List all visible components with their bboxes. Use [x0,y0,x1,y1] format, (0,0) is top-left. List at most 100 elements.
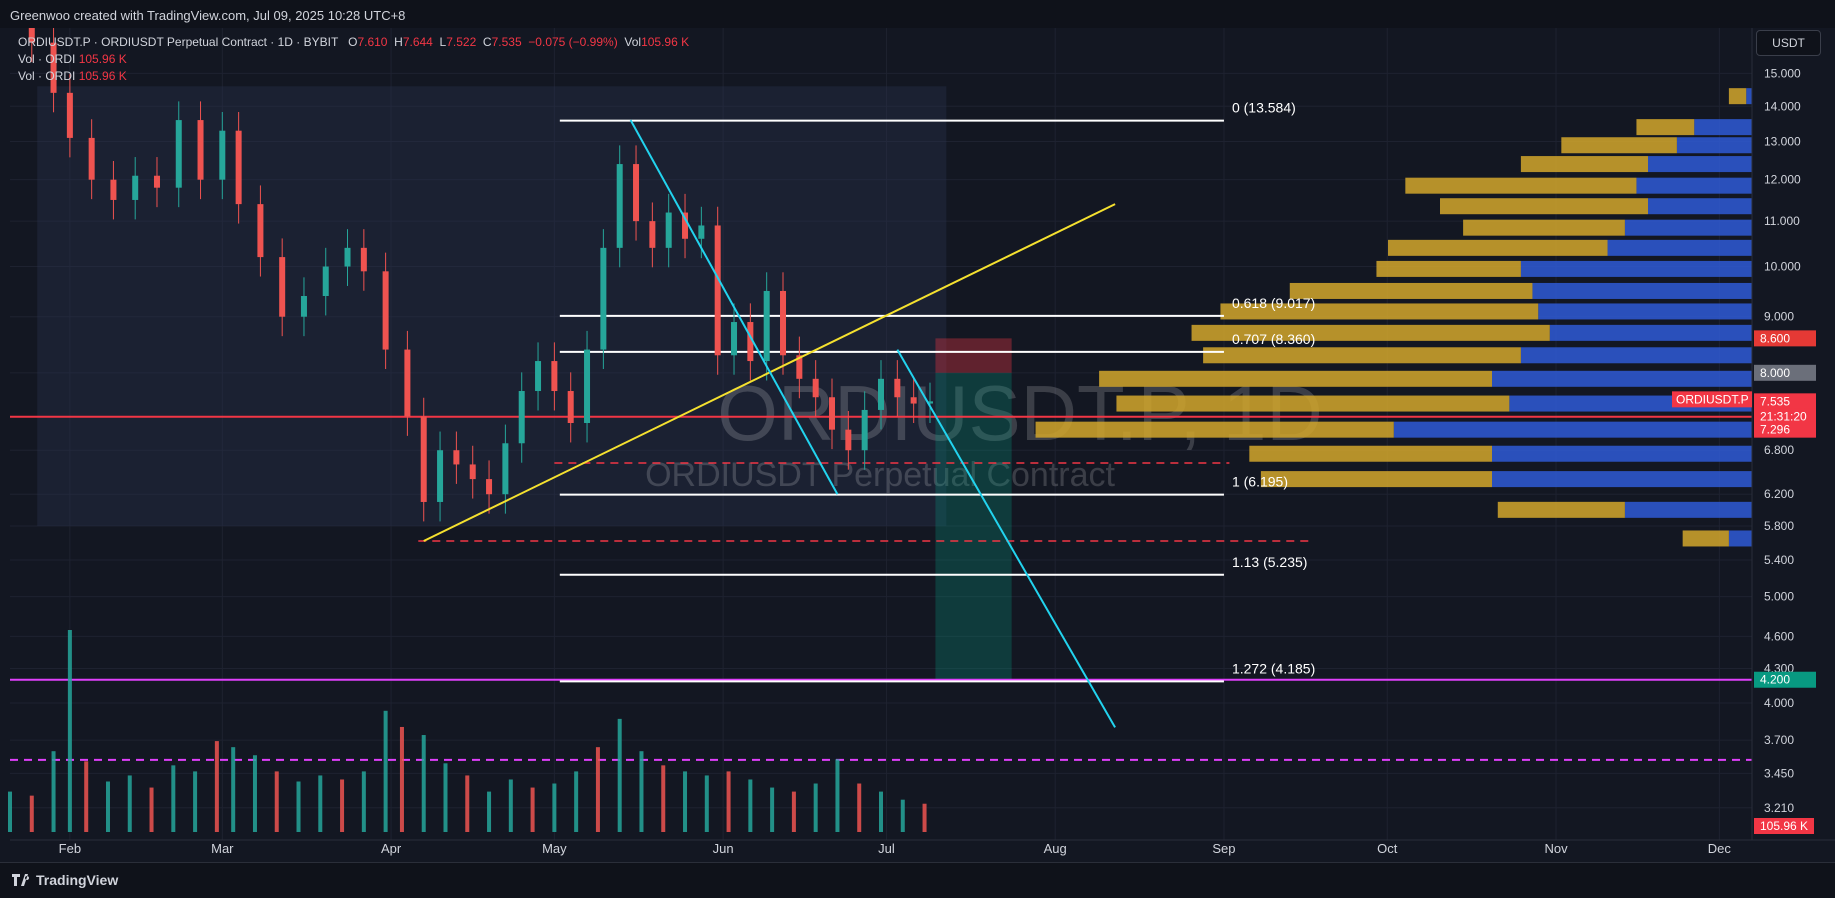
volume-profile-up-bar [1463,219,1625,236]
time-axis-tick-label: Dec [1708,841,1732,856]
price-axis-tick-label: 3.700 [1764,733,1794,747]
vol-row-value: 105.96 K [78,52,127,66]
volume-bar [274,771,279,832]
price-badge [1754,330,1816,347]
candle-body [682,212,689,239]
candle-body [535,361,542,392]
volume-bar [835,759,840,832]
position-stop-zone [935,338,1012,373]
time-axis-tick-label: Jul [878,841,895,856]
candle-body [714,225,721,356]
volume-bar [340,779,345,832]
volume-profile-down-bar [1492,445,1752,462]
volume-bar [726,771,731,832]
fib-level-label: 0.707 (8.360) [1232,331,1315,347]
candle-body [829,397,836,430]
volume-bar [508,779,513,832]
candle-body [322,266,329,296]
candle-body [382,271,389,350]
legend-main[interactable]: ORDIUSDT.P · ORDIUSDT Perpetual Contract… [18,35,689,49]
candle-body [747,322,754,362]
volume-bar [127,775,132,832]
candle-body [453,450,460,465]
price-axis-tick-label: 5.800 [1764,519,1794,533]
candle-body [812,378,819,398]
volume-profile-down-bar [1728,530,1752,547]
time-axis-tick-label: Aug [1044,841,1067,856]
volume-bar [29,795,34,832]
vol-label: Vol [624,35,642,49]
high-label: H [394,35,403,49]
price-badge-label: 21:31:20 [1760,409,1807,423]
volume-profile-up-bar [1561,137,1677,154]
volume-bar [617,718,622,832]
candle-body [518,391,525,444]
volume-bar [661,765,666,832]
volume-bar [193,771,198,832]
volume-profile-up-bar [1376,260,1521,277]
candle-body [344,247,351,267]
volume-profile-up-bar [1728,88,1747,105]
trendline [629,119,839,495]
candle-body [633,164,640,222]
price-badge [1754,421,1816,438]
vol-row-label: Vol · ORDI [18,69,76,83]
price-badge-label: 8.000 [1760,366,1790,380]
volume-profile-down-bar [1538,303,1752,320]
volume-profile-up-bar [1260,471,1492,488]
vol-value: 105.96 K [641,35,690,49]
time-axis-tick-label: Oct [1377,841,1398,856]
time-axis-tick-label: Mar [211,841,234,856]
volume-bar [383,710,388,832]
volume-bar [105,781,110,832]
volume-profile-down-bar [1636,177,1752,194]
volume-profile-up-bar [1035,421,1394,438]
volume-profile-up-bar [1289,282,1533,299]
open-label: O [348,35,358,49]
time-axis-tick-label: Jun [713,841,734,856]
volume-bar [67,630,72,832]
candle-body [175,120,182,188]
vol-row-label: Vol · ORDI [18,52,76,66]
volume-bar [361,771,366,832]
price-badge-label: 7.535 [1760,394,1790,408]
volume-bar [214,741,219,832]
candle-body [910,397,917,404]
candle-body [486,479,493,495]
time-axis-tick-label: Nov [1544,841,1568,856]
fib-level-label: 0 (13.584) [1232,100,1296,116]
tradingview-logo[interactable]: TradingView [12,872,118,888]
vol-row-value: 105.96 K [78,69,127,83]
candle-body [567,391,574,423]
price-badge [1754,671,1816,688]
volume-profile-up-bar [1497,501,1625,518]
currency-button[interactable]: USDT [1756,30,1821,56]
legend-vol-1[interactable]: Vol · ORDI 105.96 K [18,52,127,66]
price-axis-tick-label: 9.000 [1764,310,1794,324]
candle-body [551,361,558,392]
tradingview-logo-icon [12,874,30,886]
volume-profile-up-bar [1388,239,1608,256]
candle-body [584,349,591,423]
price-badge [1754,818,1814,834]
candle-body [861,409,868,451]
volume-bar [171,765,176,832]
volume-bar [231,747,236,832]
volume-profile-down-bar [1648,198,1752,215]
volume-profile-up-bar [1405,177,1637,194]
candle-body [219,130,226,180]
volume-bar [639,751,644,832]
candle-body [235,130,242,205]
volume-bar [465,775,470,832]
volume-bar [857,783,862,832]
price-axis-tick-label: 15.000 [1764,66,1801,80]
volume-bar [318,775,323,832]
candle-body [894,378,901,398]
legend-vol-2[interactable]: Vol · ORDI 105.96 K [18,69,127,83]
volume-bar [922,803,927,832]
price-badge-label: 105.96 K [1760,819,1808,833]
volume-profile-down-bar [1492,370,1752,387]
price-axis-tick-label: 14.000 [1764,99,1801,113]
volume-profile-down-bar [1746,88,1752,105]
